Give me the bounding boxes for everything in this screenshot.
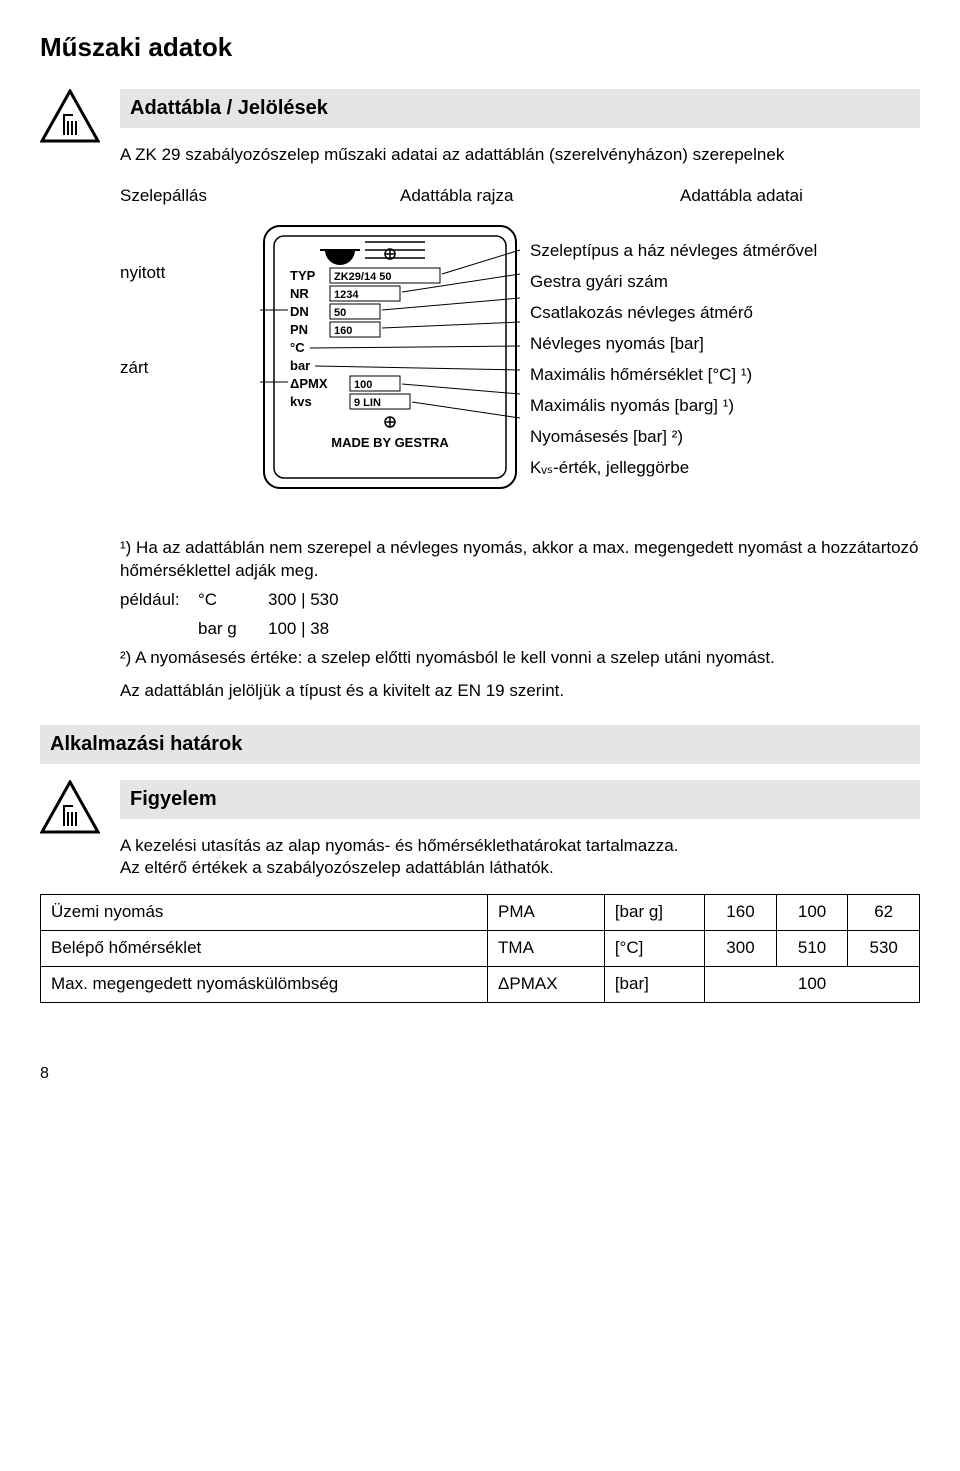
note-1: ¹) Ha az adattáblán nem szerepel a névle… [120,537,920,583]
nameplate-diagram: TYP ZK29/14 50 NR 1234 DN 50 PN 160 °C bar Δ… [260,222,520,499]
svg-text:1234: 1234 [334,289,359,301]
legend-item: Csatlakozás névleges átmérő [530,302,920,325]
legend-item: Maximális nyomás [barg] ¹) [530,395,920,418]
section2-p2: Az eltérő értékek a szabályozószelep ada… [120,857,920,880]
section2-heading: Alkalmazási határok [40,725,920,764]
label-cell: Üzemi nyomás [41,895,488,931]
col-head-c: Adattábla adatai [680,185,920,208]
section2-sub: Figyelem [120,780,920,819]
page-number: 8 [40,1063,920,1085]
legend-item: Nyomásesés [bar] ²) [530,426,920,449]
valve-open-label: nyitott [120,262,250,285]
unit-cell: [bar] [604,967,704,1003]
svg-text:TYP: TYP [290,268,316,283]
unit-cell: [°C] [604,931,704,967]
val-cell: 62 [848,895,920,931]
table-row: Max. megengedett nyomáskülömbségΔPMAX[ba… [41,967,920,1003]
attention-icon [40,780,100,834]
svg-text:PN: PN [290,322,308,337]
svg-text:ZK29/14 50: ZK29/14 50 [334,271,391,283]
valve-closed-label: zárt [120,357,250,380]
sym-cell: TMA [488,931,605,967]
note-2: ²) A nyomásesés értéke: a szelep előtti … [120,647,920,670]
example2-values: 100 | 38 [268,618,329,641]
val-cell: 530 [848,931,920,967]
val-cell: 100 [776,895,848,931]
example1-values: 300 | 530 [268,589,339,612]
sym-cell: ΔPMAX [488,967,605,1003]
svg-text:bar: bar [290,358,310,373]
section2-p1: A kezelési utasítás az alap nyomás- és h… [120,835,920,858]
section1-intro: A ZK 29 szabályozószelep műszaki adatai … [120,144,920,167]
limits-table: Üzemi nyomásPMA[bar g]16010062Belépő hőm… [40,894,920,1003]
svg-text:DN: DN [290,304,309,319]
svg-text:160: 160 [334,325,352,337]
column-headers: Szelepállás Adattábla rajza Adattábla ad… [120,185,920,208]
col-head-a: Szelepállás [120,185,360,208]
label-cell: Max. megengedett nyomáskülömbség [41,967,488,1003]
note-last: Az adattáblán jelöljük a típust és a kiv… [120,680,920,703]
val-cell: 510 [776,931,848,967]
example1-unit: °C [198,589,268,612]
svg-text:°C: °C [290,340,305,355]
example-label: például: [120,589,198,612]
val-cell: 300 [705,931,777,967]
legend-item: Névleges nyomás [bar] [530,333,920,356]
legend-item: Maximális hőmérséklet [°C] ¹) [530,364,920,387]
svg-text:MADE BY GESTRA: MADE BY GESTRA [331,435,449,450]
legend-item: Gestra gyári szám [530,271,920,294]
svg-text:50: 50 [334,307,346,319]
svg-text:9 LIN: 9 LIN [354,397,381,409]
nameplate-legend: Szeleptípus a ház névleges átmérővel Gest… [530,222,920,488]
val-cell: 160 [705,895,777,931]
svg-text:NR: NR [290,286,309,301]
svg-text:kvs: kvs [290,394,312,409]
legend-item: Kᵥₛ-érték, jelleggörbe [530,457,920,480]
val-cell: 100 [705,967,920,1003]
svg-text:100: 100 [354,379,372,391]
legend-item: Szeleptípus a ház névleges átmérővel [530,240,920,263]
example2-unit: bar g [198,618,268,641]
sym-cell: PMA [488,895,605,931]
attention-icon [40,89,100,143]
unit-cell: [bar g] [604,895,704,931]
section1-heading: Adattábla / Jelölések [120,89,920,128]
label-cell: Belépő hőmérséklet [41,931,488,967]
table-row: Belépő hőmérsékletTMA[°C]300510530 [41,931,920,967]
svg-text:ΔPMX: ΔPMX [290,376,328,391]
table-row: Üzemi nyomásPMA[bar g]16010062 [41,895,920,931]
col-head-b: Adattábla rajza [400,185,640,208]
page-title: Műszaki adatok [40,30,920,65]
